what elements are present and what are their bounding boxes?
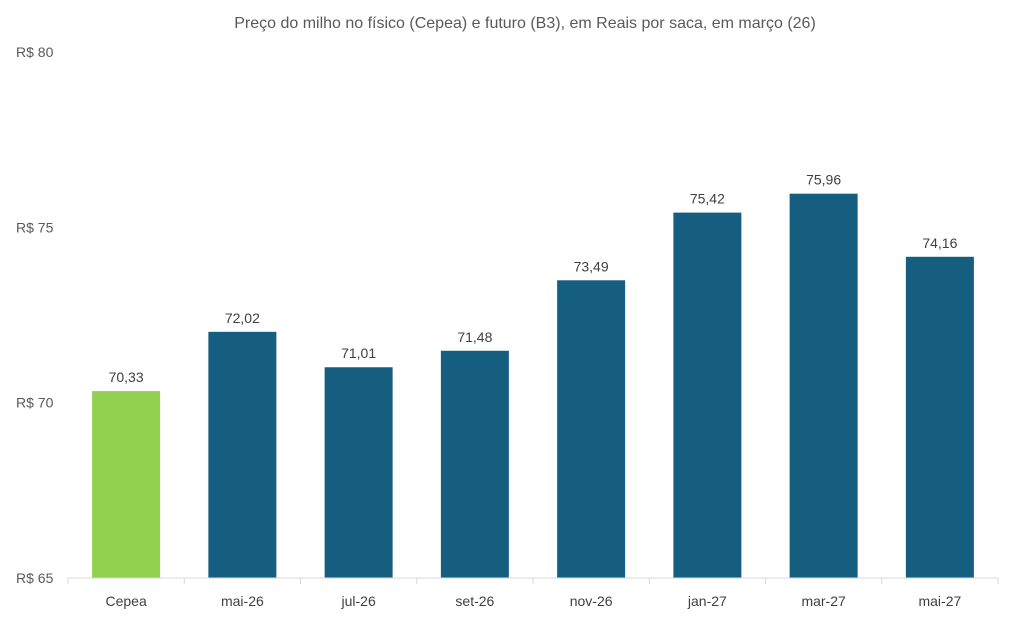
y-tick-label: R$ 80 [16, 44, 54, 60]
bar-value-label: 70,33 [109, 369, 144, 385]
x-category-label: set-26 [455, 593, 494, 609]
y-tick-label: R$ 70 [16, 395, 54, 411]
x-category-label: mai-27 [918, 593, 961, 609]
bar-mai-26 [208, 331, 277, 578]
bar-mai-27 [905, 256, 974, 578]
x-category-label: Cepea [105, 593, 146, 609]
bar-value-label: 74,16 [922, 235, 957, 251]
x-category-label: nov-26 [570, 593, 613, 609]
bars-group [92, 193, 974, 579]
bar-nov-26 [557, 280, 626, 578]
bar-value-label: 72,02 [225, 310, 260, 326]
x-category-label: jan-27 [687, 593, 727, 609]
bar-value-label: 71,48 [457, 329, 492, 345]
bar-jan-27 [673, 212, 742, 578]
chart-title: Preço do milho no físico (Cepea) e futur… [234, 15, 816, 32]
bar-value-label: 75,42 [690, 191, 725, 207]
bar-value-label: 73,49 [574, 258, 609, 274]
y-tick-label: R$ 65 [16, 570, 54, 586]
bar-mar-27 [789, 193, 858, 579]
bar-set-26 [440, 350, 509, 578]
bar-value-label: 75,96 [806, 172, 841, 188]
bar-jul-26 [324, 367, 393, 578]
x-axis-categories: Cepea mai-26 jul-26 set-26 nov-26 jan-27 mar-2… [105, 593, 961, 609]
y-tick-label: R$ 75 [16, 219, 54, 235]
bar-cepea [92, 391, 161, 578]
x-category-label: mar-27 [801, 593, 846, 609]
y-axis-ticks: R$ 65 R$ 70 R$ 75 R$ 80 [16, 44, 54, 586]
x-axis-ticks [67, 578, 999, 584]
x-category-label: jul-26 [341, 593, 376, 609]
bar-labels-group: 70,33 72,02 71,01 71,48 73,49 75,42 75,96 74,16 [109, 172, 958, 385]
x-category-label: mai-26 [221, 593, 264, 609]
bar-value-label: 71,01 [341, 345, 376, 361]
